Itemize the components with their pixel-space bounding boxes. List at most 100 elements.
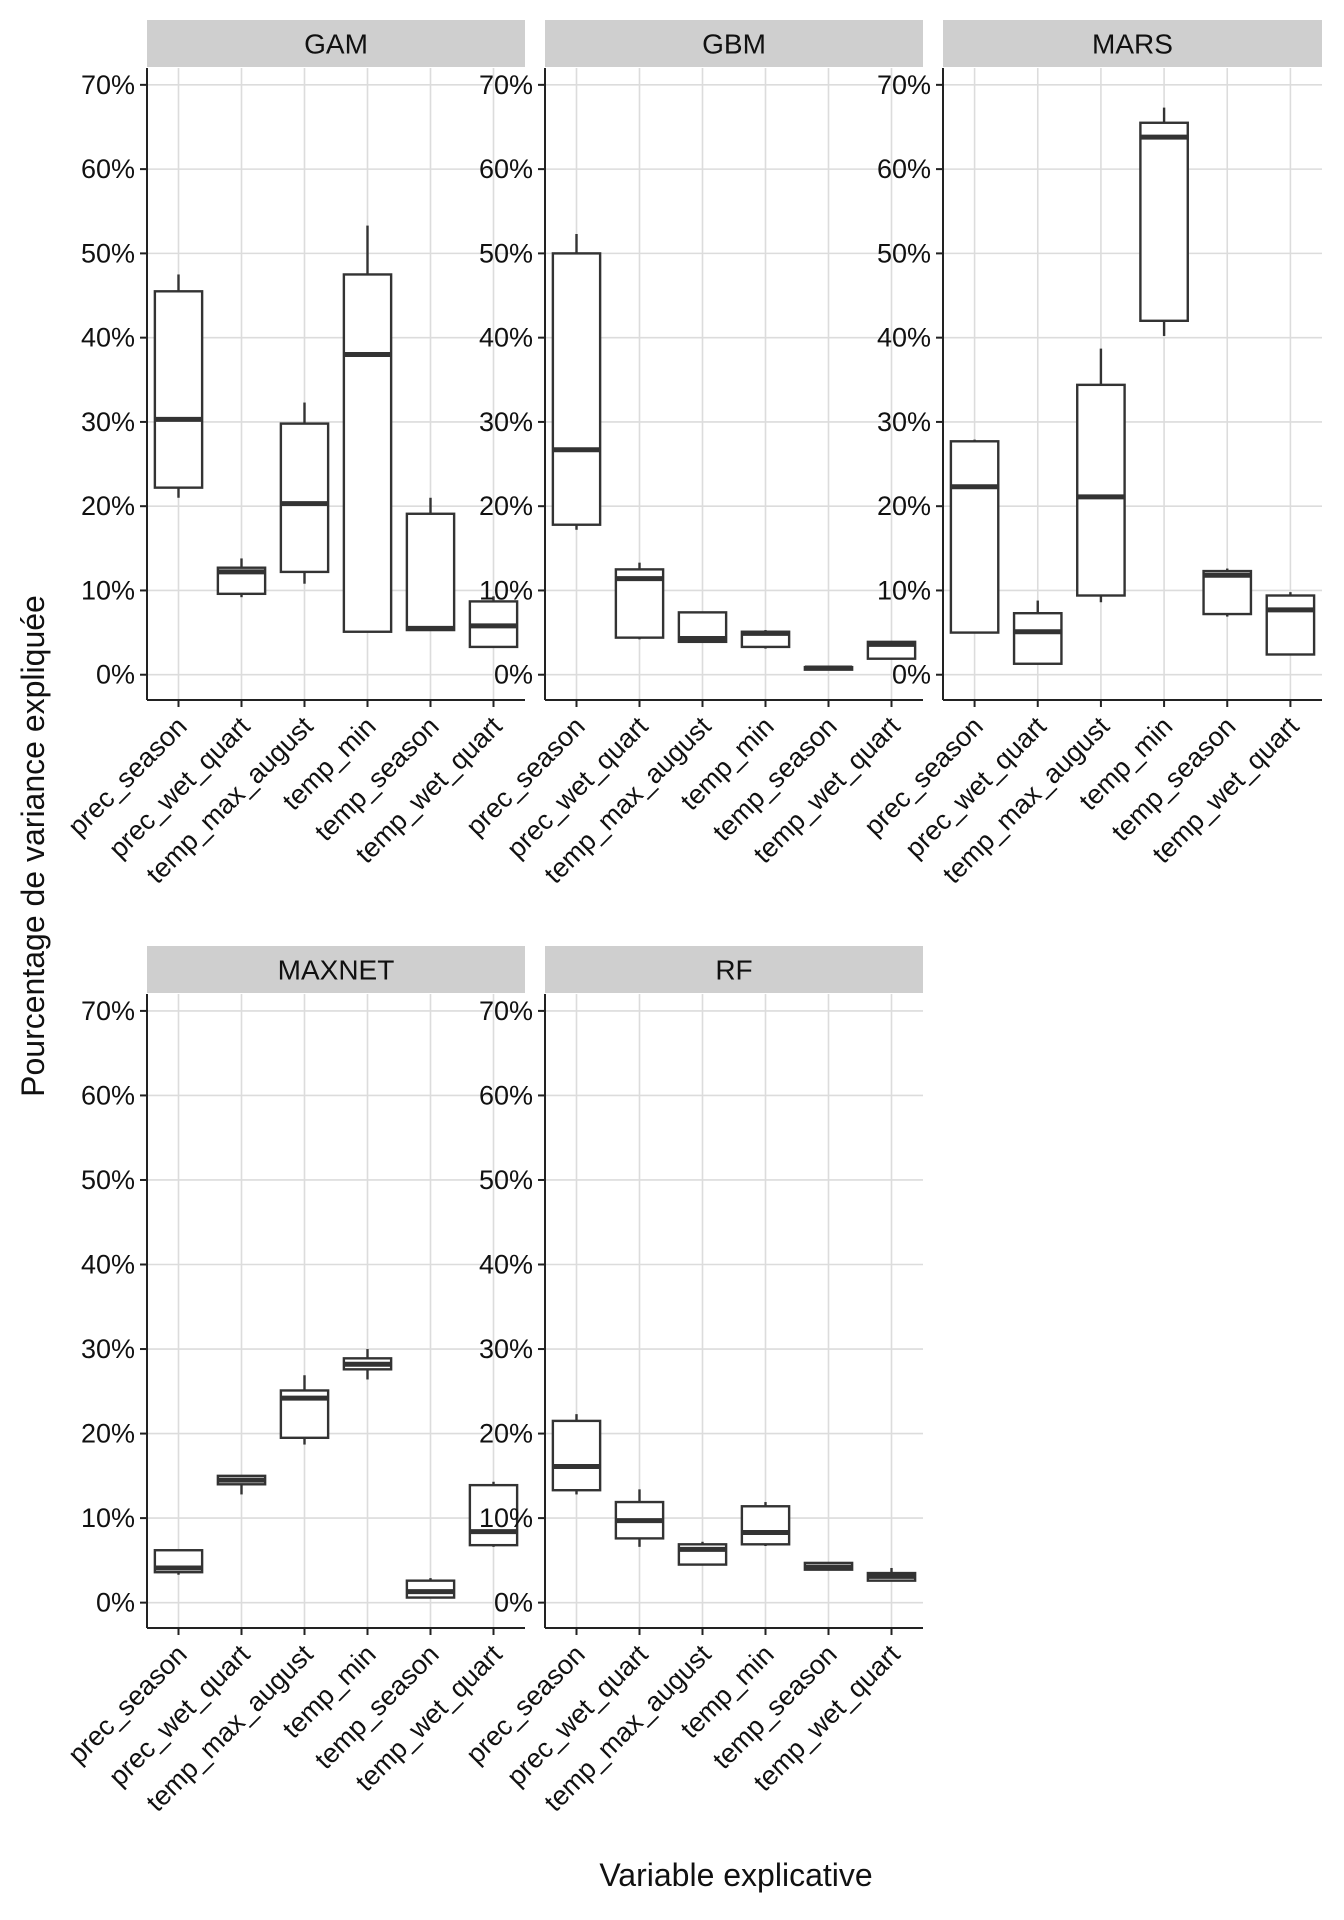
box-temp_min xyxy=(740,630,791,649)
box-temp_max_august xyxy=(677,611,728,644)
box-prec_season xyxy=(153,274,204,498)
y-tick-label: 0% xyxy=(892,660,931,690)
box-prec_season xyxy=(551,234,602,530)
y-tick-label: 70% xyxy=(81,70,135,100)
iqr-box xyxy=(551,1419,602,1492)
y-tick-label: 10% xyxy=(81,1503,135,1533)
panel-strip xyxy=(545,946,923,993)
y-tick-label: 20% xyxy=(81,1419,135,1449)
box-temp_wet_quart xyxy=(468,1481,519,1547)
y-tick-label: 50% xyxy=(479,1165,533,1195)
iqr-box xyxy=(342,273,393,633)
y-tick-label: 10% xyxy=(877,575,931,605)
iqr-box xyxy=(949,440,1000,634)
y-tick-label: 50% xyxy=(877,238,931,268)
panel-gam: GAM0%10%20%30%40%50%60%70%prec_seasonpre… xyxy=(62,20,525,889)
iqr-box xyxy=(468,1483,519,1547)
y-tick-label: 0% xyxy=(494,660,533,690)
y-tick-label: 70% xyxy=(877,70,931,100)
y-tick-label: 30% xyxy=(877,407,931,437)
panel-rf: RF0%10%20%30%40%50%60%70%prec_seasonprec… xyxy=(460,946,923,1817)
y-tick-label: 10% xyxy=(479,1503,533,1533)
box-prec_wet_quart xyxy=(614,1489,665,1547)
x-axis-title: Variable explicative xyxy=(599,1857,872,1893)
box-prec_wet_quart xyxy=(216,558,267,598)
box-temp_min xyxy=(342,225,393,633)
panel-strip xyxy=(943,20,1322,67)
y-tick-label: 50% xyxy=(81,1165,135,1195)
iqr-box xyxy=(1139,121,1189,323)
box-temp_wet_quart xyxy=(866,1567,917,1582)
box-temp_wet_quart xyxy=(468,596,519,649)
y-tick-label: 70% xyxy=(479,996,533,1026)
box-temp_wet_quart xyxy=(1265,592,1316,656)
y-tick-label: 20% xyxy=(877,491,931,521)
y-tick-label: 60% xyxy=(81,154,135,184)
box-temp_season xyxy=(1202,568,1253,617)
panel-maxnet: MAXNET0%10%20%30%40%50%60%70%prec_season… xyxy=(62,946,525,1817)
y-tick-label: 30% xyxy=(479,407,533,437)
box-temp_max_august xyxy=(279,402,330,584)
panel-title: GAM xyxy=(304,29,368,60)
iqr-box xyxy=(1202,569,1253,616)
y-tick-label: 0% xyxy=(494,1588,533,1618)
y-tick-label: 20% xyxy=(479,491,533,521)
iqr-box xyxy=(153,290,204,489)
box-temp_min xyxy=(1139,107,1189,336)
box-prec_season xyxy=(949,439,1000,634)
y-tick-label: 70% xyxy=(479,70,533,100)
box-prec_wet_quart xyxy=(1012,600,1063,665)
iqr-box xyxy=(551,252,602,526)
box-temp_season xyxy=(405,497,456,632)
iqr-box xyxy=(279,422,330,574)
box-temp_season xyxy=(803,665,854,671)
panel-strip xyxy=(147,946,525,993)
panel-title: MAXNET xyxy=(278,955,395,986)
iqr-box xyxy=(1012,612,1063,665)
y-tick-label: 50% xyxy=(81,238,135,268)
y-tick-label: 0% xyxy=(96,1588,135,1618)
box-temp_max_august xyxy=(279,1375,330,1445)
y-tick-label: 30% xyxy=(479,1334,533,1364)
box-temp_min xyxy=(342,1349,393,1380)
panel-strip xyxy=(545,20,923,67)
y-tick-label: 20% xyxy=(81,491,135,521)
iqr-box xyxy=(405,512,456,632)
iqr-box xyxy=(1076,383,1126,597)
y-tick-label: 60% xyxy=(877,154,931,184)
box-temp_max_august xyxy=(677,1541,728,1566)
box-prec_season xyxy=(551,1414,602,1495)
box-temp_season xyxy=(405,1578,456,1599)
y-tick-label: 60% xyxy=(479,154,533,184)
box-temp_season xyxy=(803,1561,854,1571)
y-tick-label: 40% xyxy=(479,323,533,353)
y-tick-label: 40% xyxy=(877,323,931,353)
panel-strip xyxy=(147,20,525,67)
box-prec_season xyxy=(153,1549,204,1575)
panel-title: RF xyxy=(715,955,752,986)
panel-gbm: GBM0%10%20%30%40%50%60%70%prec_seasonpre… xyxy=(460,20,923,889)
y-tick-label: 40% xyxy=(81,323,135,353)
y-tick-label: 40% xyxy=(479,1250,533,1280)
iqr-box xyxy=(740,1505,791,1546)
y-tick-label: 30% xyxy=(81,1334,135,1364)
y-tick-label: 30% xyxy=(81,407,135,437)
y-tick-label: 10% xyxy=(479,575,533,605)
y-axis-title: Pourcentage de variance expliquée xyxy=(15,595,51,1097)
panel-title: MARS xyxy=(1092,29,1173,60)
y-tick-label: 20% xyxy=(479,1419,533,1449)
iqr-box xyxy=(405,1579,456,1599)
box-temp_wet_quart xyxy=(866,640,917,660)
y-tick-label: 40% xyxy=(81,1250,135,1280)
y-tick-label: 0% xyxy=(96,660,135,690)
box-prec_wet_quart xyxy=(614,562,665,640)
y-tick-label: 70% xyxy=(81,996,135,1026)
y-tick-label: 10% xyxy=(81,575,135,605)
box-temp_max_august xyxy=(1076,348,1126,603)
y-tick-label: 60% xyxy=(479,1080,533,1110)
box-prec_wet_quart xyxy=(216,1474,267,1495)
y-tick-label: 50% xyxy=(479,238,533,268)
box-temp_min xyxy=(740,1502,791,1547)
y-tick-label: 60% xyxy=(81,1080,135,1110)
